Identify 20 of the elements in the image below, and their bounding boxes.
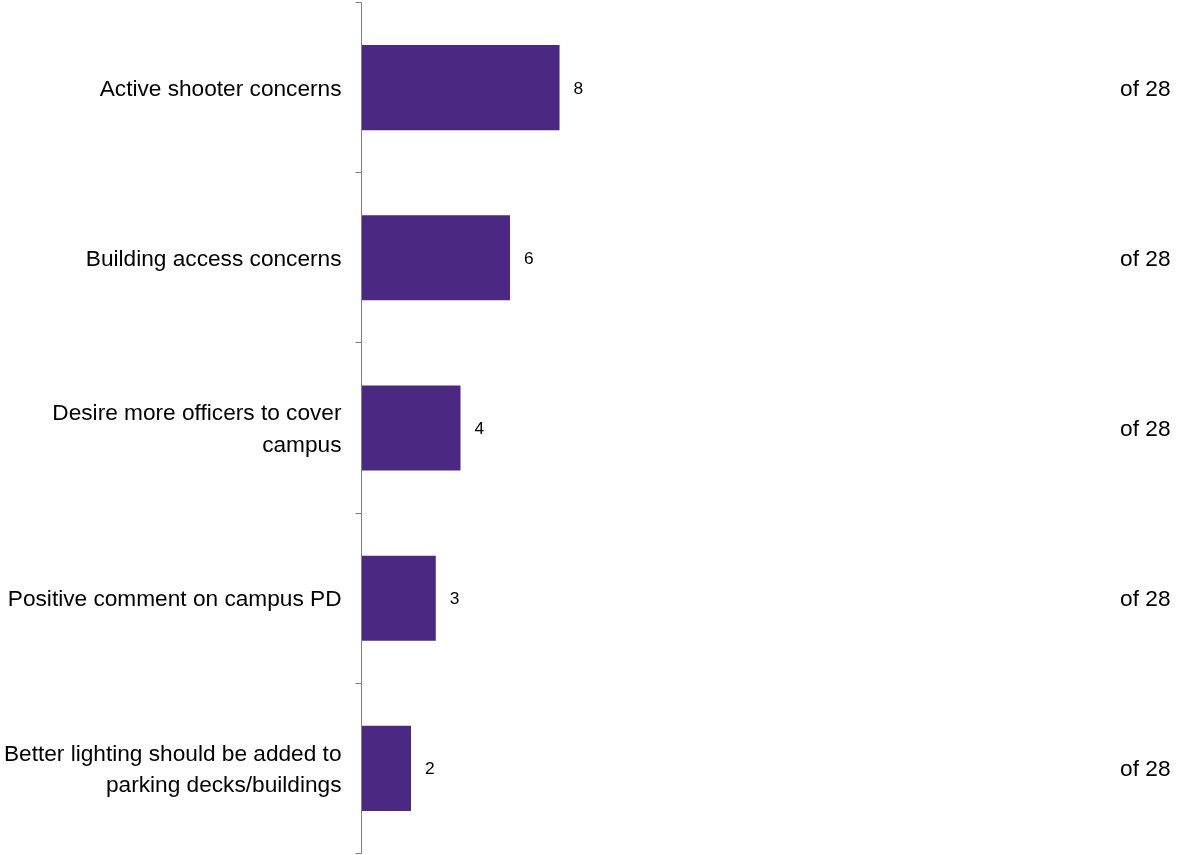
y-tick-label: Positive comment on campus PD [7,585,342,612]
data-label: 6 [524,247,534,268]
y-tick-label: Active shooter concerns [99,74,342,101]
bar [361,215,511,301]
text: of 28 [1120,585,1171,612]
y-tick-label: Better lighting should be added to parking decks/buildings [3,739,342,797]
y-tick-label: Desire more officers to cover campus [52,399,342,457]
bar [361,555,436,641]
bar [361,725,412,811]
data-label: 2 [425,758,435,779]
data-label: 4 [474,418,485,438]
text: of 28 [1120,244,1171,271]
bar [361,385,461,471]
data-label: 3 [449,588,460,609]
text: of 28 [1120,415,1171,441]
text: of 28 [1120,755,1171,782]
text: of 28 [1120,74,1171,101]
bar [361,45,560,131]
y-tick-label: Building access concerns [85,244,342,271]
data-label: 8 [573,77,584,98]
